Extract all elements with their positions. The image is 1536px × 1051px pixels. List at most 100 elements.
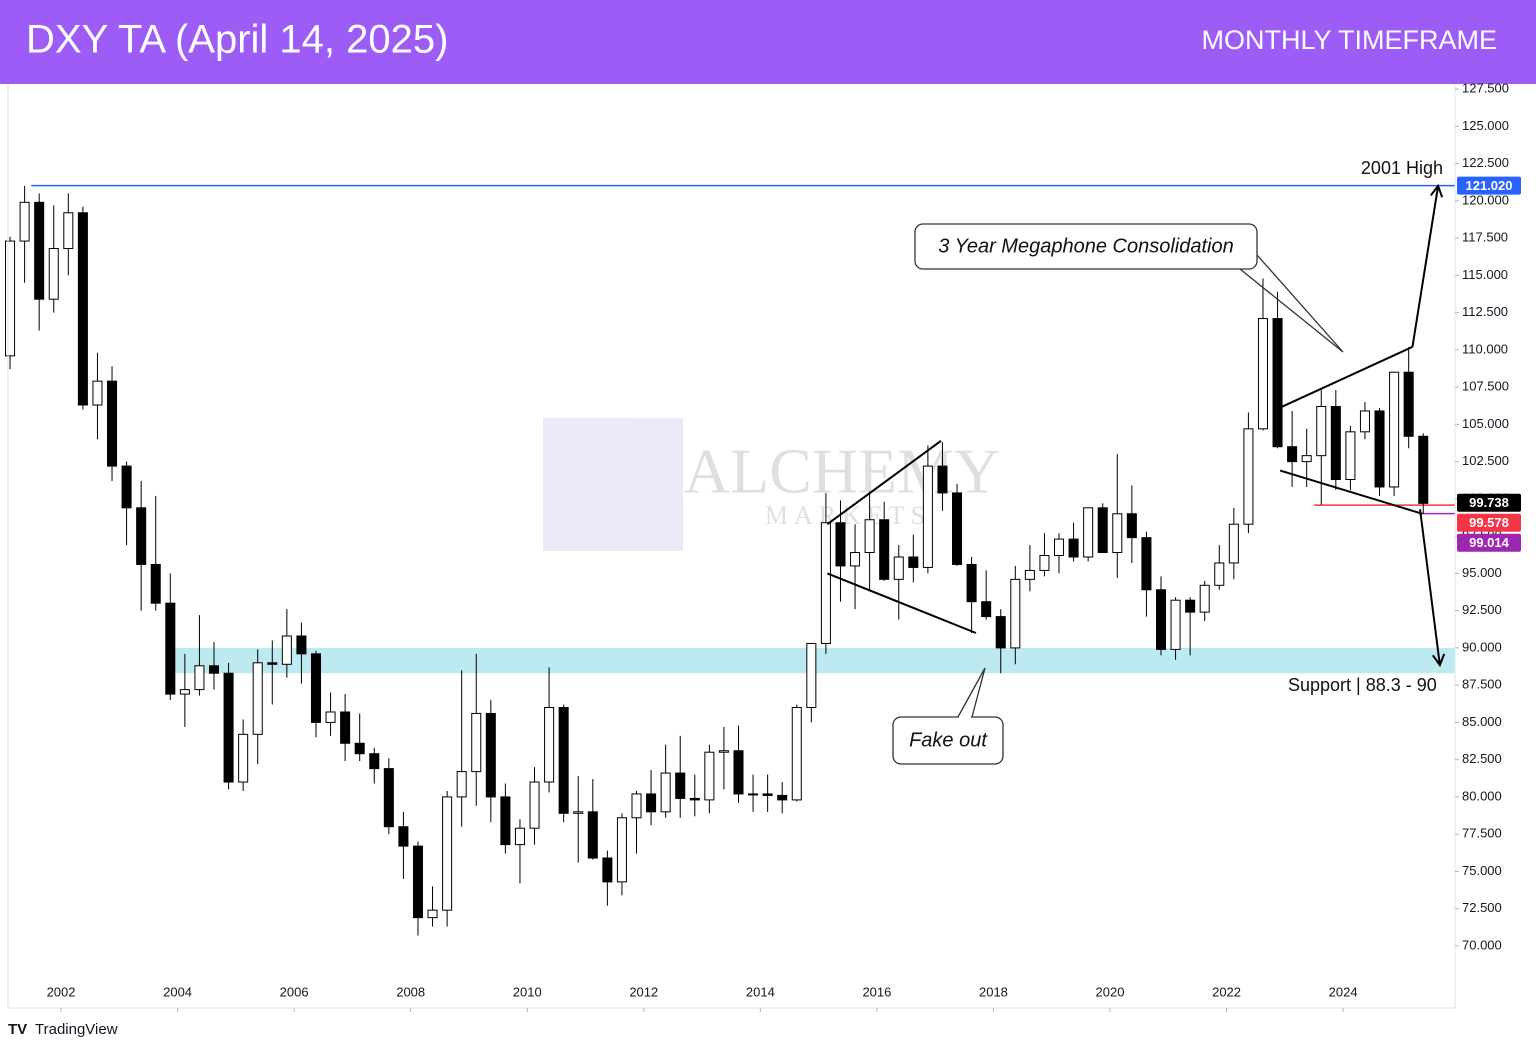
- trendline: [826, 439, 942, 526]
- candle-body: [864, 519, 875, 554]
- candle-body: [733, 750, 744, 795]
- candle-body: [1228, 523, 1239, 564]
- candle-body: [835, 522, 846, 567]
- y-tick-label: 95.000: [1462, 565, 1502, 580]
- candle-body: [1053, 538, 1065, 557]
- footer-text: TradingView: [35, 1021, 118, 1038]
- candle-body: [238, 733, 249, 783]
- candle-body: [1097, 507, 1108, 554]
- candle-body: [1316, 405, 1327, 457]
- candle-body: [1403, 371, 1414, 437]
- candle-body: [660, 772, 671, 813]
- y-tick-label: 72.500: [1462, 900, 1502, 915]
- x-tick-label: 2020: [1096, 984, 1125, 999]
- candle-body: [1243, 428, 1254, 525]
- candle-body: [1024, 569, 1035, 580]
- support-label: Support | 88.3 - 90: [1288, 675, 1437, 695]
- candle-body: [1272, 318, 1283, 448]
- candle-body: [1389, 371, 1400, 488]
- plot: [5, 183, 1455, 936]
- y-tick-label: 127.500: [1462, 81, 1509, 96]
- candle-body: [34, 201, 45, 300]
- price-badge: [1457, 513, 1521, 532]
- footer-logo: TV: [8, 1021, 27, 1038]
- price-badge: [1457, 533, 1521, 552]
- candle-body: [616, 817, 627, 883]
- candle-body: [893, 556, 904, 580]
- y-tick-label: 105.000: [1462, 416, 1509, 431]
- y-tick-label: 70.000: [1462, 937, 1502, 952]
- candle-body: [121, 465, 132, 509]
- arrow: [1419, 509, 1446, 668]
- candle-body: [296, 635, 307, 655]
- y-tick-label: 122.500: [1462, 155, 1509, 170]
- callout-pointer: [1239, 254, 1344, 353]
- candle-body: [573, 811, 584, 814]
- watermark-text: MARKETS: [765, 501, 931, 530]
- y-tick-label: 80.000: [1462, 788, 1502, 803]
- candle-body: [777, 794, 788, 801]
- candle-body: [500, 796, 511, 846]
- candle-body: [937, 465, 948, 494]
- candle-body: [1141, 537, 1152, 591]
- candle-body: [529, 781, 540, 829]
- trendline: [1279, 469, 1423, 515]
- candle-body: [952, 492, 963, 565]
- y-tick-label: 87.500: [1462, 677, 1502, 692]
- arrow: [1411, 183, 1444, 348]
- candle-body: [850, 552, 861, 567]
- candle-body: [5, 240, 16, 357]
- candle-body: [1287, 446, 1298, 463]
- callout-box: [892, 716, 1004, 765]
- candle-body: [165, 602, 176, 695]
- candle-body: [748, 793, 759, 796]
- candle-body: [1185, 599, 1196, 613]
- candle-body: [1170, 599, 1181, 650]
- candle-body: [587, 811, 598, 859]
- trendline: [826, 572, 977, 634]
- candle-body: [1010, 578, 1021, 649]
- chart-subtitle: MONTHLY TIMEFRAME: [1201, 25, 1497, 55]
- candle-body: [325, 711, 336, 723]
- candle-body: [354, 742, 365, 755]
- x-tick-label: 2014: [746, 984, 775, 999]
- candle-body: [1199, 584, 1210, 613]
- y-tick-label: 115.000: [1462, 267, 1508, 282]
- candle-body: [398, 826, 409, 847]
- candle-body: [514, 827, 525, 846]
- candle-body: [1155, 589, 1167, 650]
- price-badge-label: 99.738: [1469, 495, 1509, 510]
- candle-body: [427, 909, 438, 919]
- candle-body: [675, 772, 686, 799]
- x-tick-label: 2008: [396, 984, 425, 999]
- annotation: Fake out: [909, 729, 988, 751]
- candle-body: [1418, 435, 1429, 504]
- footer: TV TradingView: [8, 1021, 118, 1038]
- candle-body: [63, 212, 74, 250]
- candle-body: [1214, 562, 1225, 586]
- candle-body: [762, 793, 773, 796]
- candle-body: [310, 653, 322, 723]
- watermark: ALCHEMY MARKETS: [543, 418, 1000, 551]
- candle-body: [369, 753, 380, 770]
- candle-body: [966, 563, 977, 603]
- price-badge: [1457, 176, 1521, 195]
- trendline: [1275, 345, 1413, 411]
- candle-body: [1345, 431, 1356, 481]
- candle-body: [340, 711, 351, 744]
- candle-body: [646, 793, 657, 813]
- y-tick-label: 117.500: [1462, 230, 1508, 245]
- candle-body: [179, 689, 190, 695]
- candle-body: [19, 201, 30, 242]
- candle-body: [806, 642, 817, 709]
- y-tick-label: 125.000: [1462, 118, 1509, 133]
- candle-body: [558, 707, 569, 814]
- x-tick-label: 2010: [513, 984, 542, 999]
- candle-body: [223, 672, 234, 783]
- candle-body: [631, 793, 642, 819]
- candle-body: [1112, 513, 1123, 554]
- x-tick-label: 2018: [979, 984, 1008, 999]
- candle-body: [1039, 555, 1050, 571]
- candle-body: [208, 665, 220, 674]
- candle-body: [704, 751, 715, 801]
